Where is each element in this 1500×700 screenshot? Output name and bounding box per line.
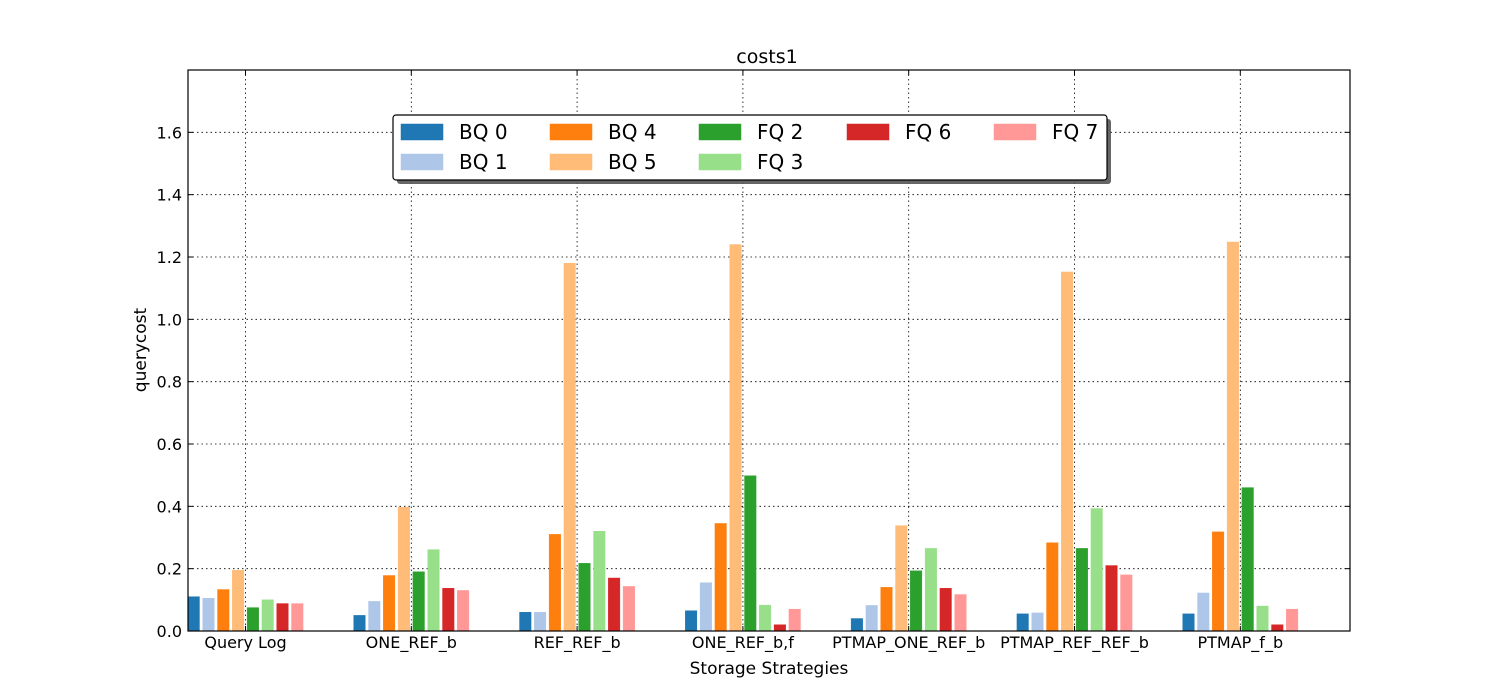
bar-bq-5-0 <box>232 569 245 632</box>
legend-swatch <box>549 153 593 171</box>
bar-bq-0-6 <box>1182 613 1195 632</box>
bar-fq-7-0 <box>291 603 304 632</box>
bar-fq-7-6 <box>1286 608 1299 632</box>
bar-fq-3-5 <box>1090 508 1103 632</box>
bar-fq-3-2 <box>593 531 606 632</box>
bar-fq-7-1 <box>457 590 470 632</box>
bar-fq-2-6 <box>1241 487 1254 632</box>
x-tick-label: PTMAP_REF_REF_b <box>1000 633 1149 653</box>
bar-fq-7-3 <box>788 608 801 632</box>
y-tick-label: 1.4 <box>157 186 182 205</box>
bar-bq-1-5 <box>1031 612 1044 632</box>
legend-swatch <box>549 123 593 141</box>
bar-fq-6-5 <box>1105 565 1118 632</box>
bar-fq-7-4 <box>954 594 967 632</box>
bar-bq-5-3 <box>729 244 742 632</box>
bar-bq-0-1 <box>353 615 366 632</box>
bar-bq-5-6 <box>1226 241 1239 632</box>
bar-bq-4-1 <box>383 575 396 632</box>
bar-fq-3-3 <box>759 604 772 632</box>
bar-fq-2-5 <box>1075 548 1088 632</box>
legend-label: BQ 5 <box>608 150 657 174</box>
bar-fq-6-2 <box>608 577 621 632</box>
bar-fq-3-0 <box>261 599 274 632</box>
bar-fq-6-6 <box>1271 624 1284 632</box>
bar-bq-5-2 <box>563 262 576 632</box>
bar-bq-4-5 <box>1046 542 1059 632</box>
bar-bq-1-2 <box>534 612 547 632</box>
bar-fq-2-0 <box>246 607 259 632</box>
bar-bq-0-4 <box>850 618 863 632</box>
bar-bq-1-3 <box>699 582 712 632</box>
bar-fq-6-3 <box>773 624 786 632</box>
legend-label: FQ 2 <box>757 120 803 144</box>
legend-label: FQ 6 <box>905 120 951 144</box>
bar-fq-2-3 <box>744 475 757 632</box>
legend-swatch <box>400 123 444 141</box>
legend-label: BQ 0 <box>459 120 508 144</box>
y-axis-label: querycost <box>131 308 151 393</box>
x-tick-label: PTMAP_f_b <box>1197 633 1283 653</box>
bar-fq-2-1 <box>412 571 425 632</box>
bar-fq-7-5 <box>1120 574 1133 632</box>
legend-swatch <box>400 153 444 171</box>
bar-bq-4-0 <box>217 589 230 632</box>
bar-bq-0-3 <box>685 610 698 632</box>
y-tick-label: 0.6 <box>157 435 182 454</box>
axis-ticks: 0.0 0.2 0.4 0.6 0.8 1.0 1.2 1.4 1.6 Query Log ONE_… <box>157 70 1350 653</box>
legend-swatch <box>698 123 742 141</box>
legend-swatch <box>698 153 742 171</box>
chart-title: costs1 <box>736 46 797 68</box>
x-tick-label: Query Log <box>204 633 286 652</box>
y-tick-label: 0.0 <box>157 622 182 641</box>
bar-bq-4-3 <box>714 523 727 632</box>
bar-bq-0-0 <box>187 596 200 632</box>
bar-bq-1-6 <box>1197 592 1210 632</box>
bar-fq-3-1 <box>427 549 440 632</box>
x-tick-label: ONE_REF_b <box>366 633 457 653</box>
bar-fq-6-0 <box>276 603 289 632</box>
legend: BQ 0 BQ 1 BQ 4 BQ 5 FQ 2 FQ 3 FQ 6 FQ 7 <box>392 114 1111 184</box>
bar-bq-4-2 <box>548 534 561 632</box>
bar-fq-3-4 <box>924 548 937 632</box>
legend-label: FQ 7 <box>1052 120 1098 144</box>
bar-fq-2-2 <box>578 563 591 632</box>
bar-bq-0-5 <box>1016 613 1029 632</box>
x-tick-label: ONE_REF_b,f <box>692 633 794 653</box>
bars <box>187 241 1299 632</box>
legend-label: BQ 1 <box>459 150 508 174</box>
bar-bq-5-1 <box>397 507 410 632</box>
bar-fq-7-2 <box>622 586 635 632</box>
legend-swatch <box>846 123 890 141</box>
y-tick-label: 0.4 <box>157 497 182 516</box>
legend-label: FQ 3 <box>757 150 803 174</box>
x-axis-label: Storage Strategies <box>690 659 849 679</box>
bar-bq-5-5 <box>1061 271 1074 632</box>
y-tick-label: 1.6 <box>157 123 182 142</box>
y-tick-label: 1.0 <box>157 310 182 329</box>
bar-fq-2-4 <box>910 570 923 632</box>
bar-bq-1-1 <box>368 601 381 632</box>
bar-bq-0-2 <box>519 612 532 632</box>
bar-bq-1-0 <box>202 598 215 632</box>
bar-bq-1-4 <box>865 605 878 632</box>
bar-bq-4-6 <box>1212 531 1225 632</box>
y-tick-label: 0.2 <box>157 560 182 579</box>
y-tick-label: 1.2 <box>157 248 182 267</box>
plot-area-frame <box>187 69 1351 632</box>
x-tick-label: PTMAP_ONE_REF_b <box>832 633 985 653</box>
x-tick-label: REF_REF_b <box>534 633 621 653</box>
legend-swatch <box>993 123 1037 141</box>
bar-bq-4-4 <box>880 587 893 632</box>
bar-fq-3-6 <box>1256 605 1269 632</box>
y-tick-label: 0.8 <box>157 373 182 392</box>
legend-label: BQ 4 <box>608 120 657 144</box>
bar-fq-6-4 <box>939 588 952 632</box>
bar-bq-5-4 <box>895 525 908 632</box>
bar-fq-6-1 <box>442 588 455 632</box>
